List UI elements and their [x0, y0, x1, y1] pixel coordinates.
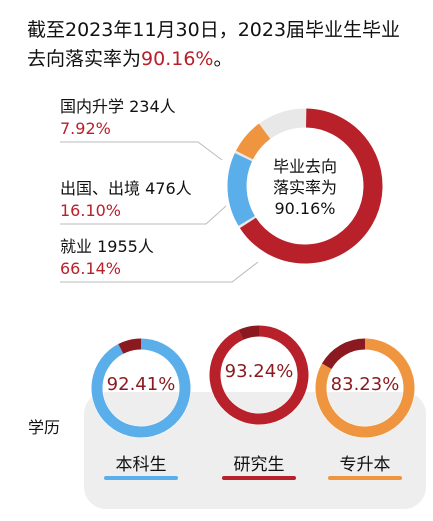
donut-center-label: 毕业去向 落实率为 90.16%: [225, 156, 385, 219]
placement-donut: [227, 108, 383, 264]
headline-suffix: 。: [213, 48, 233, 70]
ring-arcs: [209, 325, 309, 425]
ring-value-arc: [91, 338, 191, 438]
leader-line-employment: [60, 261, 259, 283]
ring-remainder-arc: [118, 338, 142, 354]
ring-remainder-arc: [238, 325, 260, 341]
ring-arcs: [91, 338, 191, 438]
slice-pct-abroad: 16.10%: [60, 201, 122, 220]
slice-name: 就业: [60, 237, 93, 256]
slice-label-employment: 就业 1955人: [60, 236, 154, 258]
value-undergraduate: 92.41%: [106, 374, 176, 395]
headline: 截至2023年11月30日，2023届毕业生毕业 去向落实率为90.16%。: [27, 16, 427, 74]
ring-value-arc: [209, 325, 309, 425]
donut-slices: [227, 108, 383, 264]
slice-label-further-study: 国内升学 234人: [60, 96, 176, 118]
slice-label-abroad: 出国、出境 476人: [60, 178, 192, 200]
headline-line-1: 截至2023年11月30日，2023届毕业生毕业: [27, 19, 401, 41]
slice-name: 出国、出境: [60, 179, 141, 198]
headline-prefix: 去向落实率为: [27, 48, 142, 70]
slice-count: 1955人: [97, 237, 154, 256]
donut-slice-2: [239, 108, 383, 264]
headline-line-2: 去向落实率为90.16%。: [27, 45, 427, 74]
label-postgraduate: 研究生: [233, 455, 285, 475]
slice-pct-further-study: 7.92%: [60, 119, 111, 138]
ring-remainder-arc: [321, 338, 366, 370]
leader-line-abroad: [60, 205, 227, 225]
slice-count: 476人: [145, 179, 192, 198]
donut-slice-0: [235, 123, 271, 160]
bar-upgrade: [328, 476, 402, 480]
donut-center-line-1: 毕业去向: [272, 157, 337, 176]
ring-undergraduate: [91, 338, 191, 438]
headline-rate: 90.16%: [141, 48, 214, 70]
slice-name: 国内升学: [60, 97, 125, 116]
education-panel: [84, 392, 426, 509]
bar-undergraduate: [104, 476, 178, 480]
ring-postgraduate: [209, 325, 309, 425]
slice-pct-employment: 66.14%: [60, 259, 122, 278]
value-postgraduate: 93.24%: [224, 361, 294, 382]
education-axis-label: 学历: [28, 418, 61, 437]
donut-center-value: 90.16%: [274, 199, 336, 218]
donut-center-line-2: 落实率为: [272, 178, 337, 197]
value-upgrade: 83.23%: [330, 374, 400, 395]
bar-postgraduate: [222, 476, 296, 480]
label-upgrade: 专升本: [339, 455, 391, 475]
donut-slice-1: [227, 153, 255, 226]
leader-line-further-study: [60, 141, 223, 161]
ring-arcs: [315, 338, 415, 438]
ring-value-arc: [315, 338, 415, 438]
slice-count: 234人: [129, 97, 176, 116]
label-undergraduate: 本科生: [115, 455, 167, 475]
ring-upgrade: [315, 338, 415, 438]
